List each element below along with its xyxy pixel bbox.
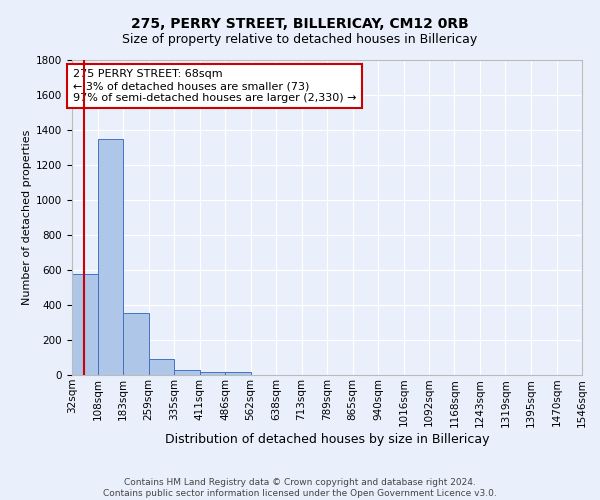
Text: Contains HM Land Registry data © Crown copyright and database right 2024.
Contai: Contains HM Land Registry data © Crown c… — [103, 478, 497, 498]
Bar — [149, 358, 174, 375]
Bar — [199, 372, 225, 375]
Bar — [225, 372, 251, 375]
Text: Size of property relative to detached houses in Billericay: Size of property relative to detached ho… — [122, 32, 478, 46]
Text: 275, PERRY STREET, BILLERICAY, CM12 0RB: 275, PERRY STREET, BILLERICAY, CM12 0RB — [131, 18, 469, 32]
Bar — [123, 313, 149, 375]
Bar — [174, 370, 199, 375]
Bar — [72, 274, 97, 375]
X-axis label: Distribution of detached houses by size in Billericay: Distribution of detached houses by size … — [165, 434, 489, 446]
Bar — [97, 138, 123, 375]
Y-axis label: Number of detached properties: Number of detached properties — [22, 130, 32, 305]
Text: 275 PERRY STREET: 68sqm
← 3% of detached houses are smaller (73)
97% of semi-det: 275 PERRY STREET: 68sqm ← 3% of detached… — [73, 70, 356, 102]
